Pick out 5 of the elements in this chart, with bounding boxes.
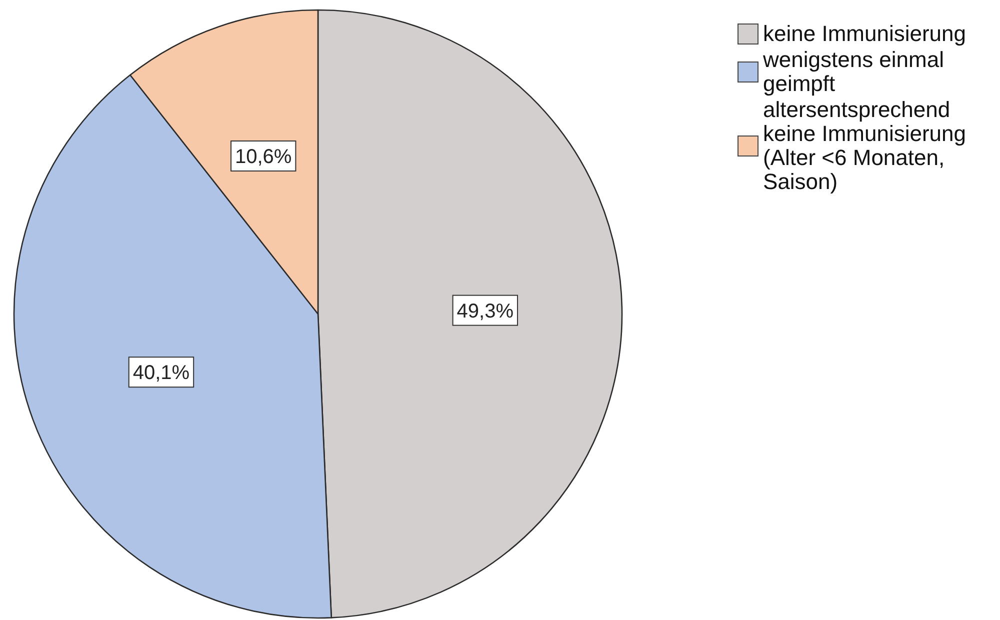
- data-label: 40,1%: [132, 362, 190, 384]
- data-label: 10,6%: [234, 146, 292, 168]
- legend-label: keine Immunisierung: [763, 21, 966, 46]
- data-label: 49,3%: [456, 300, 514, 322]
- legend-label: altersentsprechend keine Immunisierung (Alter <6 Monaten, Saison): [763, 97, 966, 194]
